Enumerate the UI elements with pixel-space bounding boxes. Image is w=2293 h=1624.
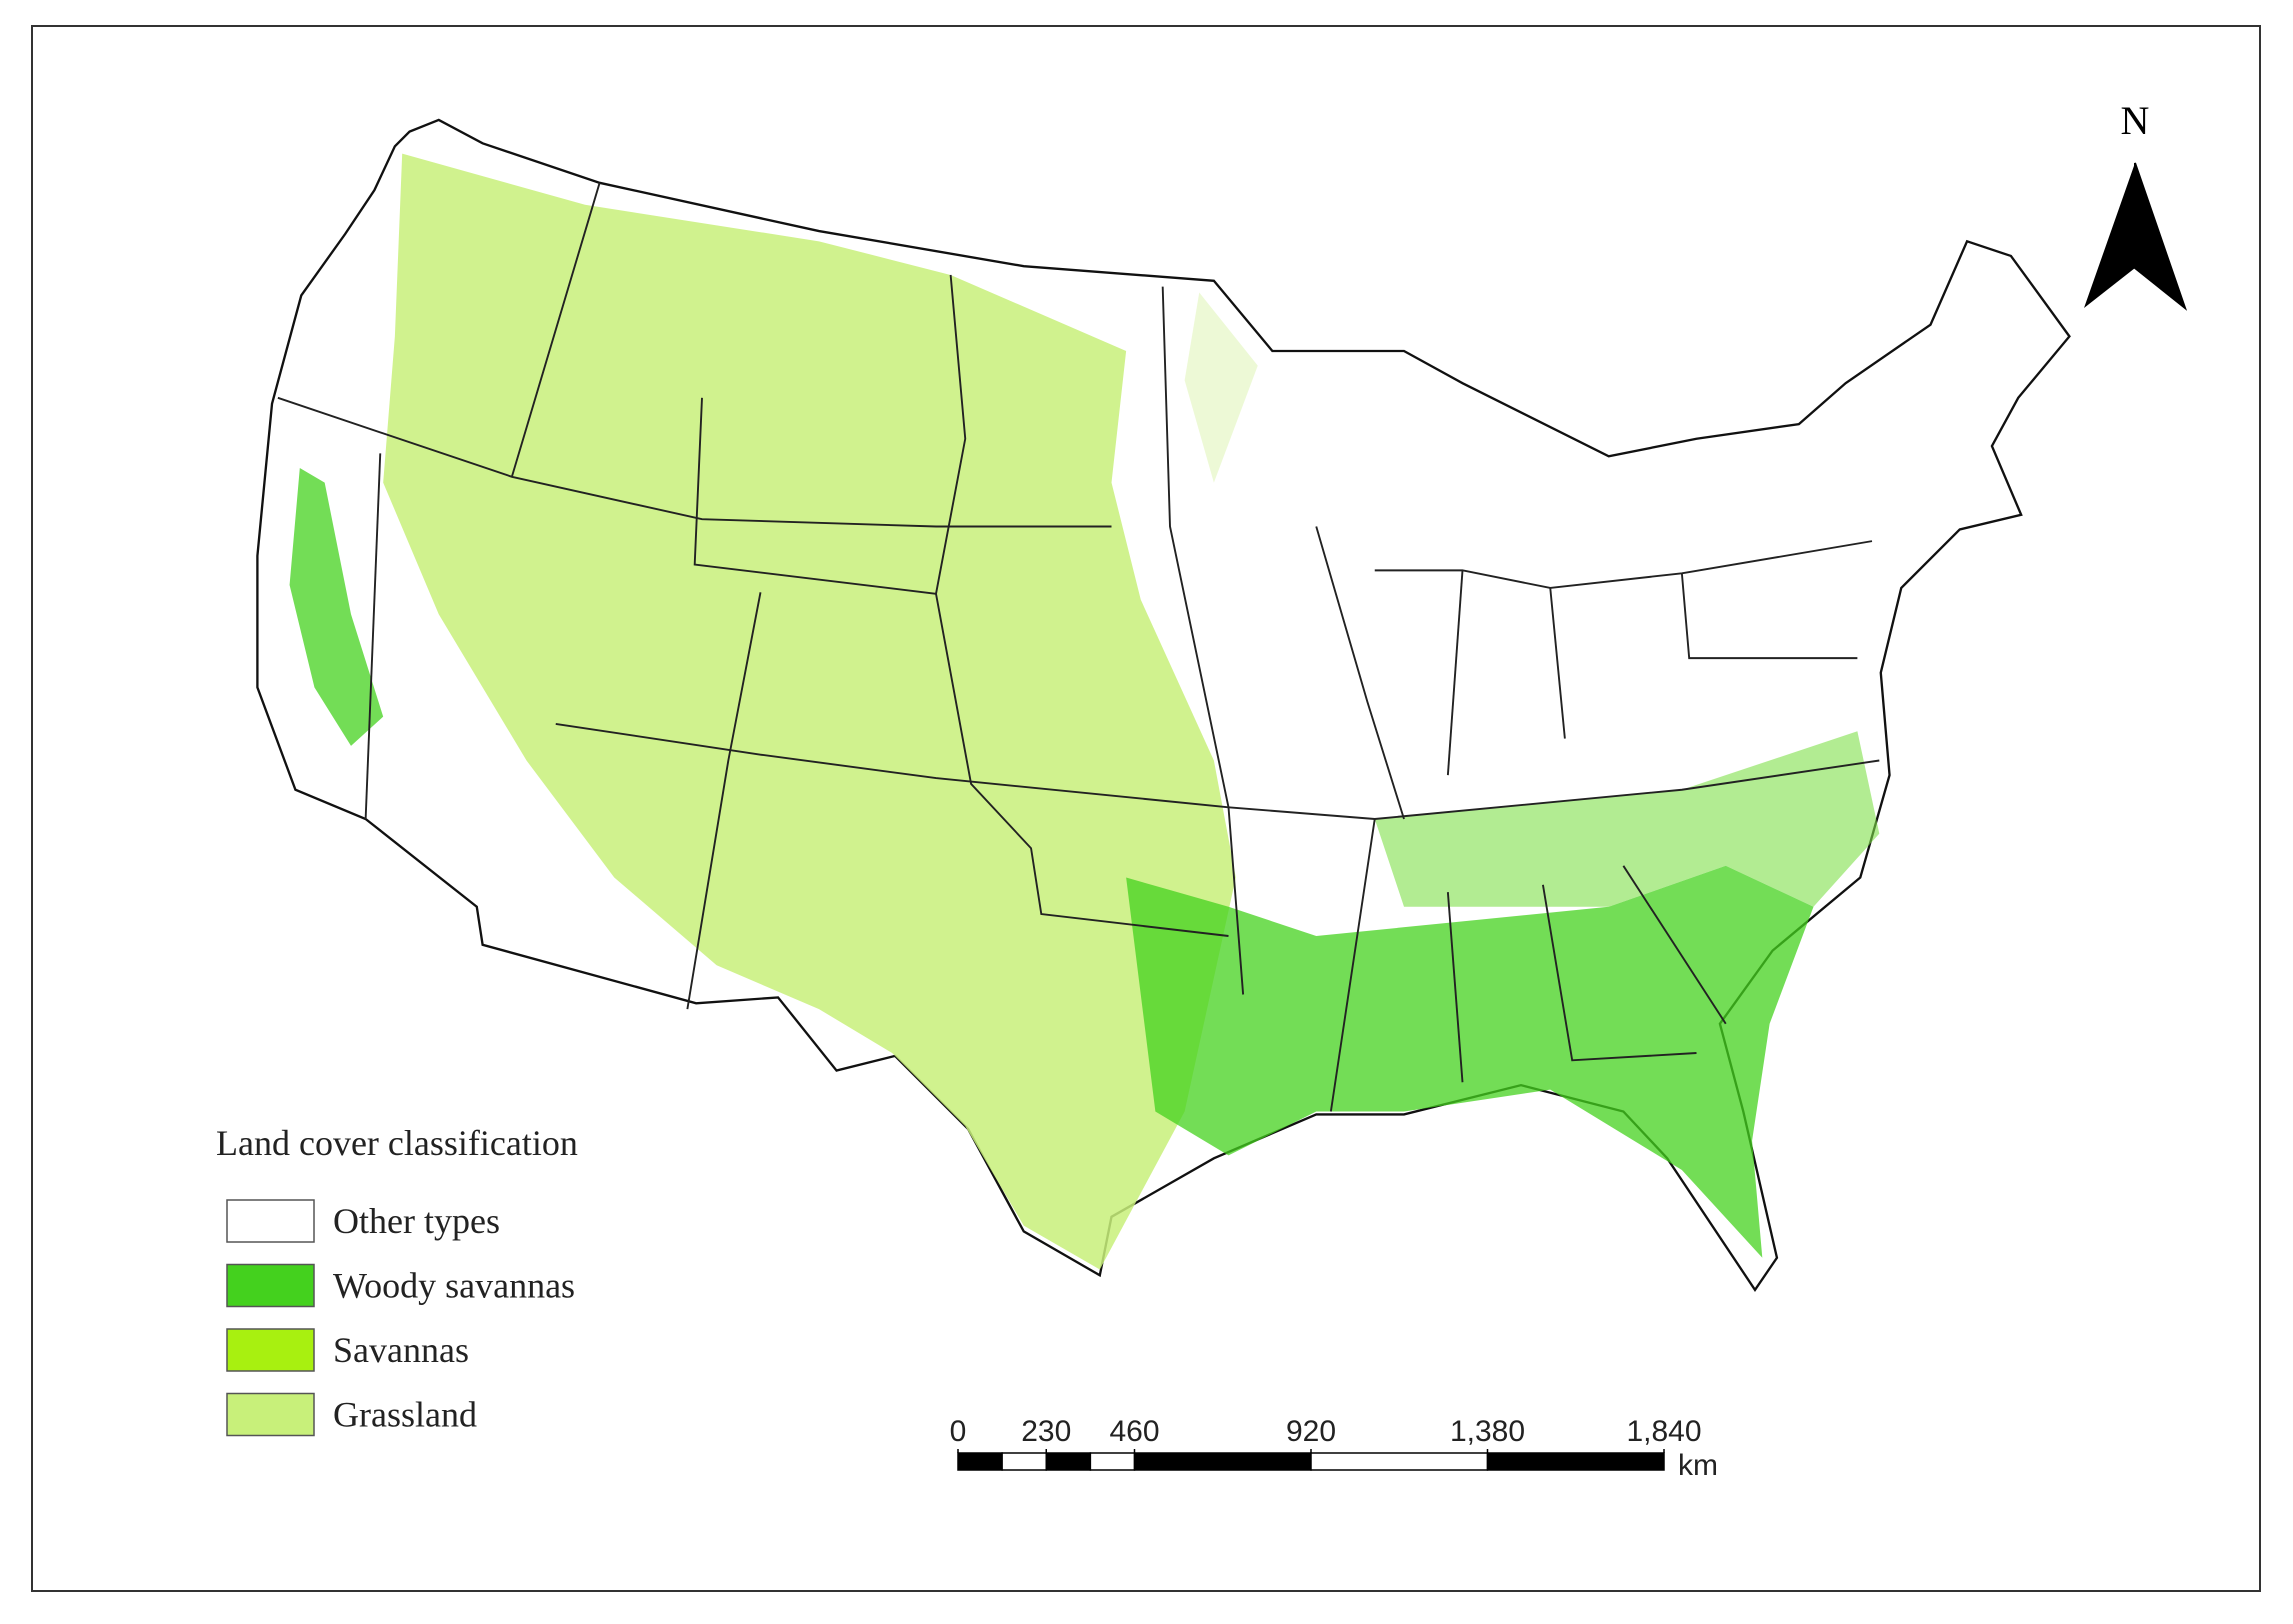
legend-label: Savannas — [333, 1330, 469, 1370]
scale-tick-label: 920 — [1286, 1415, 1336, 1448]
legend-swatch — [226, 1392, 315, 1437]
scale-segment — [1001, 1452, 1047, 1471]
scale-tick-label: 0 — [950, 1415, 967, 1448]
legend-swatch — [226, 1263, 315, 1308]
scale-tick-label: 1,840 — [1626, 1415, 1701, 1448]
legend-label: Grassland — [333, 1395, 477, 1435]
north-arrow-left — [2084, 163, 2135, 308]
scale-segment — [1133, 1452, 1312, 1471]
scale-tick-label: 460 — [1109, 1415, 1159, 1448]
scale-tick-label: 230 — [1021, 1415, 1071, 1448]
legend-swatch — [226, 1328, 315, 1372]
scale-segment — [1310, 1452, 1489, 1471]
scale-tick-label: 1,380 — [1450, 1415, 1525, 1448]
woody-savanna-area — [289, 468, 384, 746]
scale-segment — [957, 1452, 1003, 1471]
scale-unit: km — [1678, 1449, 1718, 1482]
north-arrow: N — [2084, 98, 2188, 311]
woody-savanna-area — [1126, 865, 1814, 1258]
state-borders — [277, 182, 1880, 1112]
scale-segment — [1089, 1452, 1136, 1471]
north-label: N — [2121, 98, 2150, 143]
legend: Land cover classification Other types Woo… — [216, 1123, 578, 1437]
woody-savanna-area — [1374, 731, 1880, 907]
grassland-area — [383, 153, 1236, 1270]
grassland-area — [1184, 292, 1258, 483]
north-arrow-right — [2134, 162, 2188, 311]
map-area — [256, 118, 2071, 1293]
scale-segment — [1486, 1452, 1665, 1471]
legend-label: Woody savannas — [333, 1266, 575, 1306]
scale-segment — [1045, 1452, 1092, 1471]
legend-title: Land cover classification — [216, 1123, 578, 1163]
legend-label: Other types — [333, 1201, 500, 1241]
legend-swatch — [226, 1199, 315, 1243]
